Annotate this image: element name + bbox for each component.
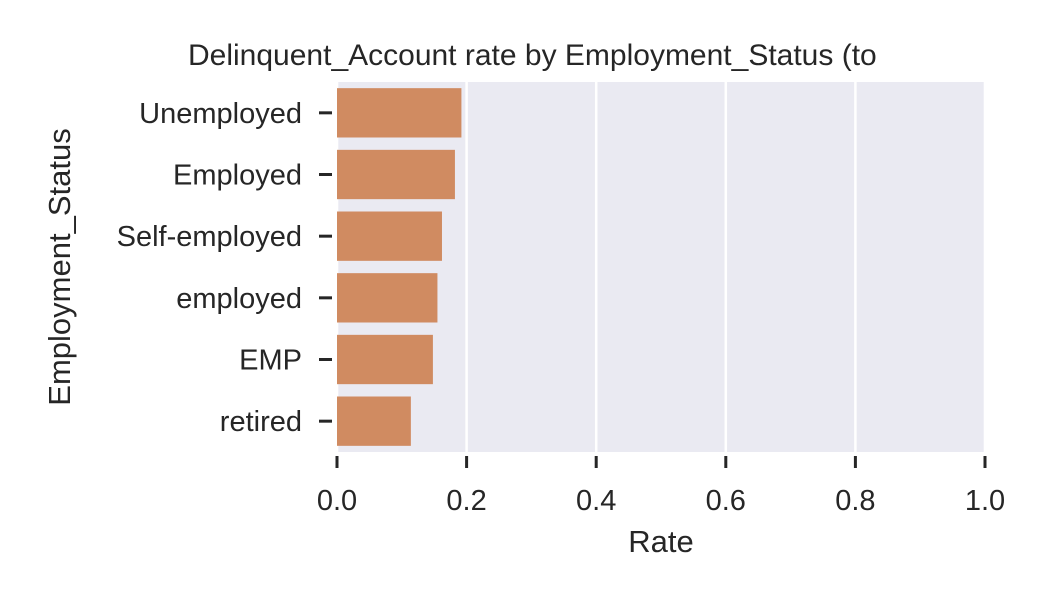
- y-tick-label: Unemployed: [139, 98, 302, 130]
- x-tick-label: 1.0: [965, 485, 1005, 517]
- x-tick-label: 0.0: [317, 485, 357, 517]
- x-tick-label: 0.2: [446, 485, 486, 517]
- bar-employed: [337, 273, 438, 323]
- bar-retired: [337, 396, 411, 446]
- y-tick-label: retired: [220, 406, 302, 438]
- bar-employed: [337, 149, 455, 200]
- axis-ticks: 0.0 0.2 0.4 0.6 0.8 1.0 Unemployed Employed Self…: [117, 98, 1006, 517]
- bar-unemployed: [337, 88, 462, 138]
- x-axis-label: Rate: [628, 524, 693, 559]
- y-axis-label: Employment_Status: [42, 128, 77, 405]
- plot-area: [337, 82, 985, 452]
- bar-self-employed: [337, 211, 442, 261]
- x-tick-label: 0.8: [835, 485, 875, 517]
- bars: [337, 88, 462, 446]
- bar-emp: [337, 334, 433, 385]
- y-tick-label: EMP: [239, 345, 302, 377]
- y-tick-label: employed: [176, 283, 302, 315]
- x-tick-label: 0.4: [576, 485, 616, 517]
- chart-title: Delinquent_Account rate by Employment_St…: [188, 39, 877, 72]
- x-tick-label: 0.6: [706, 485, 746, 517]
- grid-lines: [335, 82, 987, 452]
- y-tick-label: Self-employed: [117, 221, 302, 253]
- y-tick-label: Employed: [173, 160, 302, 192]
